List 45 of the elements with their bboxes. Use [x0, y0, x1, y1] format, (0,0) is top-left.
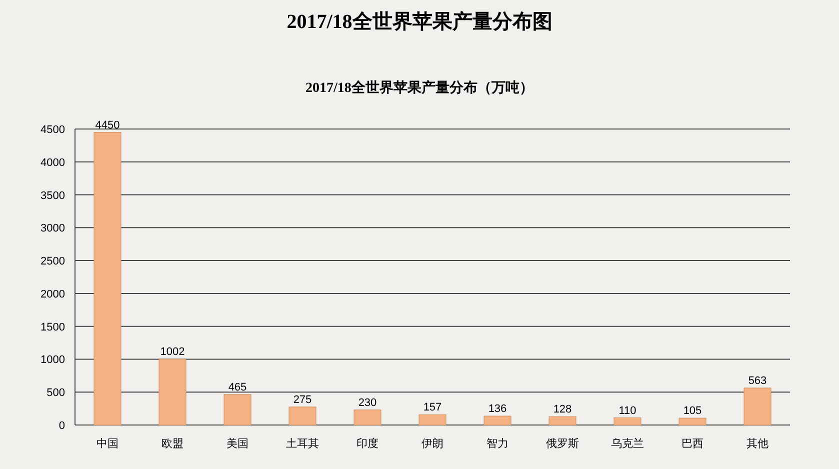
y-tick-label: 1500 [40, 321, 65, 334]
x-tick-label: 美国 [226, 437, 248, 450]
bar [484, 416, 512, 426]
y-tick-label: 500 [46, 387, 65, 400]
x-tick-label: 印度 [356, 437, 378, 450]
y-tick-label: 3000 [40, 222, 65, 235]
x-tick-label: 其他 [746, 437, 768, 450]
data-label: 275 [293, 394, 312, 406]
bar [614, 418, 642, 426]
chart-title: 2017/18全世界苹果产量分布图 [286, 10, 552, 33]
data-label: 136 [488, 403, 507, 416]
data-label: 157 [423, 402, 442, 414]
x-tick-label: 欧盟 [162, 438, 184, 450]
bar [158, 358, 186, 426]
bar [224, 394, 252, 426]
y-tick-label: 2000 [40, 288, 65, 300]
data-label: 563 [748, 374, 767, 387]
bar [678, 418, 706, 426]
data-label: 105 [683, 405, 702, 418]
x-tick-label: 乌克兰 [611, 437, 644, 450]
y-tick-label: 3500 [40, 190, 65, 202]
x-tick-label: 俄罗斯 [546, 437, 579, 450]
bar [418, 414, 446, 426]
data-label: 465 [228, 381, 247, 394]
data-label: 128 [553, 404, 572, 416]
y-tick-label: 0 [58, 420, 65, 432]
y-tick-label: 4500 [40, 124, 65, 136]
y-tick-label: 4000 [40, 156, 65, 169]
chart-subtitle: 2017/18全世界苹果产量分布（万吨） [306, 79, 534, 96]
x-tick-label: 土耳其 [286, 437, 319, 450]
bar [288, 406, 316, 426]
x-tick-label: 伊朗 [422, 437, 444, 450]
bar [744, 388, 772, 426]
x-tick-label: 巴西 [682, 438, 704, 450]
x-tick-label: 智力 [486, 437, 508, 450]
data-label: 110 [618, 404, 636, 417]
data-label: 1002 [160, 346, 185, 358]
bar [548, 416, 576, 426]
data-label: 4450 [95, 119, 120, 132]
y-tick-label: 1000 [40, 354, 65, 366]
data-label: 230 [358, 396, 377, 409]
y-tick-label: 2500 [40, 256, 65, 268]
bar [94, 132, 122, 426]
bar [354, 410, 382, 426]
x-tick-label: 中国 [96, 437, 118, 450]
